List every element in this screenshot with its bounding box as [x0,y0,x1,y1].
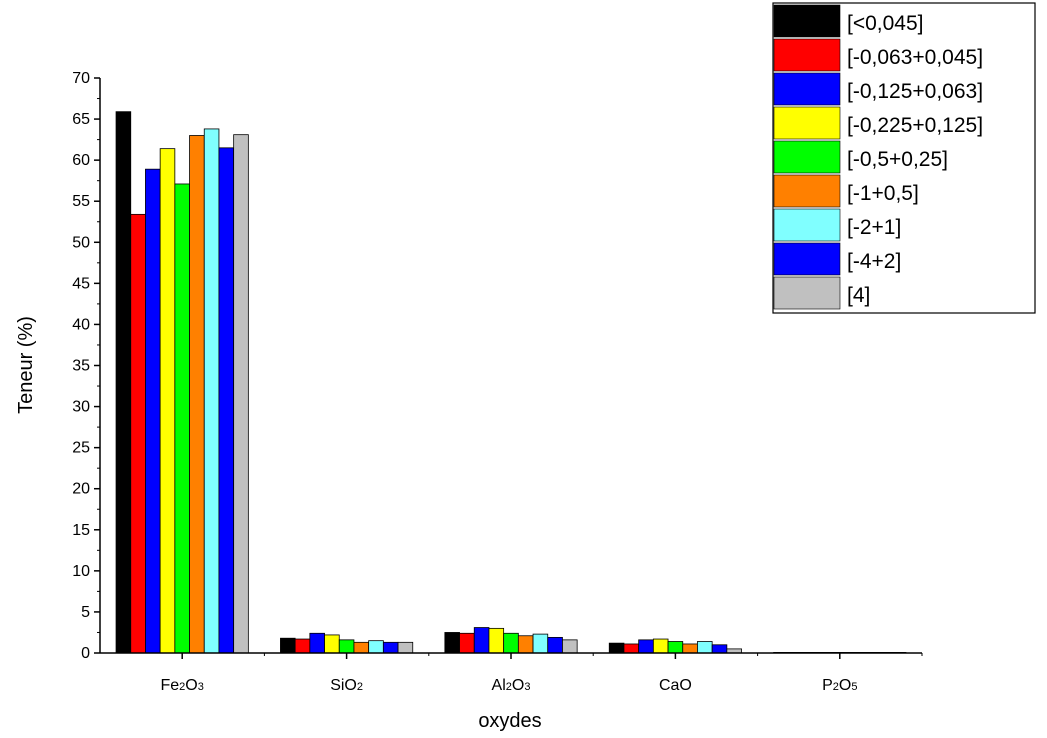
legend-label: [-0,5+0,25] [847,148,948,171]
y-tick-label: 15 [72,522,90,539]
bar [397,641,414,654]
bar [608,642,625,654]
x-ticks-group: Fe2O3 SiO2 Al2O3 CaO P2O5 [161,653,923,694]
bar [218,147,235,654]
bar [517,635,534,654]
bars-group [115,111,907,654]
bar [532,633,549,654]
legend-label: [-2+1] [847,216,901,239]
bar [682,643,698,654]
legend-swatch [773,140,841,174]
bar [115,111,132,654]
y-tick-label: 30 [72,399,90,416]
y-tick-label: 40 [72,316,90,333]
y-tick-label: 50 [72,234,90,251]
legend-label: [-1+0,5] [847,182,919,205]
legend-swatch [773,174,841,208]
bar [280,637,296,654]
y-tick-label: 5 [81,604,90,621]
y-tick-label: 25 [72,440,90,457]
bar [353,641,370,654]
y-tick-label: 65 [72,111,90,128]
bar [547,636,563,654]
y-tick-label: 10 [72,563,90,580]
legend-swatch [773,38,841,72]
bar [503,632,519,654]
bar [459,632,475,654]
bar [189,135,205,654]
bar [562,639,578,654]
legend-label: [4] [847,284,870,307]
bar [130,213,146,654]
y-tick-label: 60 [72,152,90,169]
bar [382,641,399,654]
bar [711,644,728,654]
bar [145,168,161,654]
legend-swatch [773,106,841,140]
legend-label: [-0,225+0,125] [847,114,983,137]
bar [623,643,640,654]
bar [488,627,505,654]
legend-swatch [773,276,841,310]
bar [203,128,220,654]
y-axis-title: Teneur (%) [15,316,37,414]
x-tick-label: Fe2O3 [161,677,204,694]
legend-label: [-0,125+0,063] [847,80,983,103]
legend-swatch [773,242,841,276]
bar [473,627,490,654]
legend-label: [-4+2] [847,250,901,273]
x-tick-label: CaO [659,677,692,694]
x-tick-label: SiO2 [330,677,363,694]
bar [294,638,311,654]
bar [338,639,355,654]
bar [638,639,654,654]
legend-label: [<0,045] [847,12,923,35]
bar [174,183,190,654]
bar [309,632,325,654]
y-ticks-group: 0 5 10 15 20 25 30 35 40 45 50 55 60 65 70 [72,70,100,662]
y-tick-label: 35 [72,358,90,375]
x-tick-label: P2O5 [822,677,857,694]
bar [697,641,713,654]
legend: [<0,045] [-0,063+0,045] [-0,125+0,063] [-0,… [772,2,1036,314]
x-axis-title: oxydes [478,710,541,732]
x-tick-label: Al2O3 [492,677,531,694]
bar [652,638,669,654]
bar [368,640,384,654]
y-tick-label: 70 [72,70,90,87]
bar [444,632,460,654]
legend-swatch [773,72,841,106]
y-tick-label: 0 [81,645,90,662]
legend-label: [-0,063+0,045] [847,46,983,69]
bar [159,148,176,654]
y-tick-label: 20 [72,481,90,498]
y-tick-label: 45 [72,275,90,292]
legend-swatch [773,208,841,242]
legend-swatch [773,4,841,38]
y-tick-label: 55 [72,193,90,210]
bar [233,134,249,654]
bar [324,634,340,654]
bar [667,641,684,654]
